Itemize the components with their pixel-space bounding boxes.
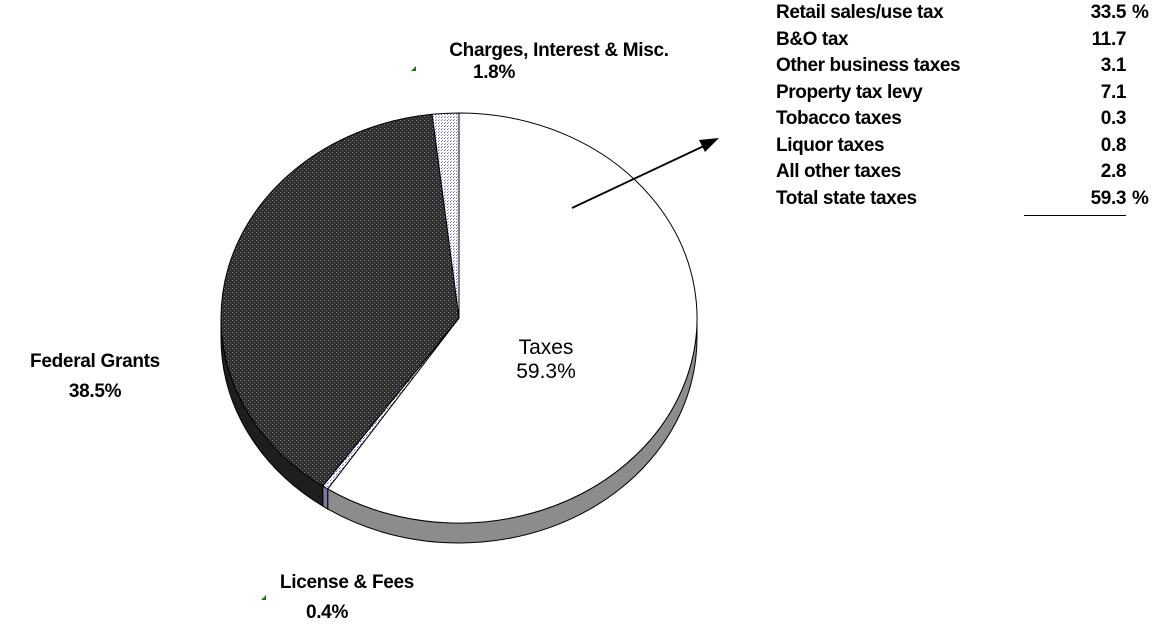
slice-label-charges-value: 1.8% [472, 62, 516, 83]
slice-label-charges-name: Charges, Interest & Misc. [449, 40, 669, 61]
pie-slice-side-1 [322, 485, 329, 510]
breakdown-row-value: 33.5 [1090, 2, 1127, 23]
breakdown-row-name: Other business taxes [776, 55, 961, 76]
tax-breakdown-table: Retail sales/use tax 33.5 % B&O tax 11.7… [776, 2, 1151, 216]
breakdown-row: B&O tax 11.7 [776, 29, 1151, 56]
slice-label-license-value: 0.4% [305, 602, 349, 623]
breakdown-row-value: 0.8 [1100, 134, 1127, 156]
breakdown-row-value: 0.3 [1100, 108, 1127, 129]
slice-label-federal: Federal Grants 38.5% [5, 347, 185, 407]
label-marker-charges [411, 66, 416, 71]
callout-arrow-line [571, 144, 707, 209]
breakdown-row-name: All other taxes [776, 161, 901, 182]
breakdown-row: Other business taxes 3.1 [776, 55, 1151, 82]
slice-label-license-name: License & Fees [279, 572, 415, 593]
pie-slice-3 [431, 112, 460, 319]
slice-label-taxes-value: 59.3% [516, 360, 576, 383]
breakdown-row-name: Property tax levy [776, 81, 923, 103]
breakdown-row: Liquor taxes 0.8 [776, 135, 1151, 162]
breakdown-row: Retail sales/use tax 33.5 % [776, 2, 1151, 29]
breakdown-row-value: 2.8 [1100, 161, 1127, 182]
breakdown-row-value: 11.7 [1091, 28, 1127, 50]
pie-top-group [220, 112, 698, 524]
breakdown-row-name: Tobacco taxes [776, 108, 902, 129]
pie-slice-0 [326, 112, 698, 524]
breakdown-total-name: Total state taxes [776, 187, 917, 209]
breakdown-row-value: 7.1 [1100, 81, 1127, 103]
breakdown-row: Property tax levy 7.1 [776, 82, 1151, 109]
slice-label-taxes-name: Taxes [518, 336, 574, 359]
breakdown-total-row: Total state taxes 59.3 % [776, 188, 1151, 215]
breakdown-row-name: B&O tax [776, 28, 849, 50]
breakdown-row-unit: % [1132, 2, 1149, 23]
callout-arrow-head [699, 138, 719, 152]
slice-label-federal-value: 38.5% [68, 381, 122, 402]
slice-label-federal-name: Federal Grants [30, 351, 160, 372]
breakdown-row-value: 3.1 [1100, 55, 1127, 76]
breakdown-row-name: Retail sales/use tax [776, 2, 944, 23]
pie-slice-2 [220, 113, 460, 487]
slice-label-charges: Charges, Interest & Misc. 1.8% [414, 40, 704, 84]
breakdown-sum-line [1024, 215, 1126, 216]
breakdown-row: All other taxes 2.8 [776, 161, 1151, 188]
breakdown-row: Tobacco taxes 0.3 [776, 108, 1151, 135]
slice-label-license: License & Fees 0.4% [262, 568, 442, 628]
label-marker-license [261, 595, 266, 600]
breakdown-total-value: 59.3 [1090, 187, 1127, 209]
slice-label-taxes: Taxes 59.3% [486, 336, 606, 384]
breakdown-row-name: Liquor taxes [776, 134, 885, 156]
breakdown-total-unit: % [1132, 187, 1149, 209]
